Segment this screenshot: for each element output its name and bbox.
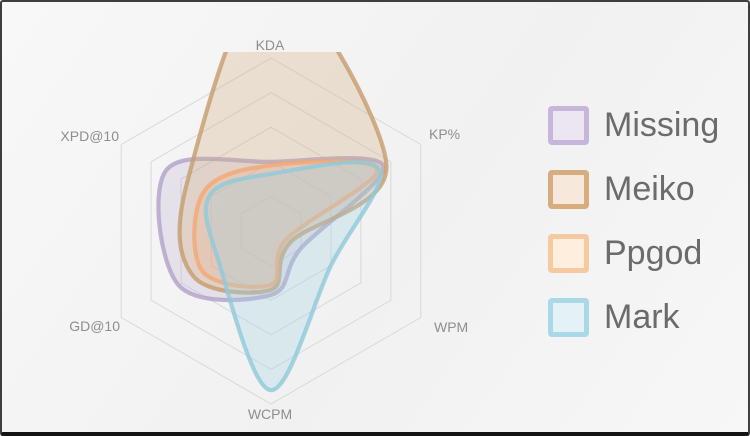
legend-swatch-icon <box>548 298 589 337</box>
legend-swatch-icon <box>548 170 589 209</box>
legend-item-mark: Mark <box>548 297 719 338</box>
series-polygon-missing <box>156 156 386 303</box>
legend-item-ppgod: Ppgod <box>548 233 719 274</box>
series-polygon-mark <box>203 160 383 393</box>
axis-label-xpd10: XPD@10 <box>60 128 119 144</box>
legend-item-meiko: Meiko <box>548 169 719 210</box>
legend-swatch-icon <box>548 234 589 273</box>
legend-item-label: Ppgod <box>604 234 703 272</box>
grid-ring <box>150 92 392 370</box>
axis-label-wcpm: WCPM <box>248 406 292 422</box>
grid-ring <box>180 126 362 336</box>
legend-swatch-icon <box>548 106 589 145</box>
grid-ring <box>240 195 302 267</box>
legend-item-label: Meiko <box>604 170 695 208</box>
axis-labels: KDA KP% WPM WCPM GD@10 XPD@10 <box>60 37 468 422</box>
radar-grid <box>120 57 422 405</box>
axis-label-kda: KDA <box>256 37 285 53</box>
axis-label-wpm: WPM <box>434 319 468 335</box>
axis-label-gd10: GD@10 <box>69 318 120 334</box>
legend-item-label: Mark <box>604 298 680 336</box>
radar-series-group <box>156 52 389 393</box>
legend: Missing Meiko Ppgod Mark <box>548 105 719 338</box>
legend-item-missing: Missing <box>548 105 719 146</box>
axis-label-kp: KP% <box>429 126 460 142</box>
legend-item-label: Missing <box>604 106 720 144</box>
grid-ring <box>120 57 422 405</box>
